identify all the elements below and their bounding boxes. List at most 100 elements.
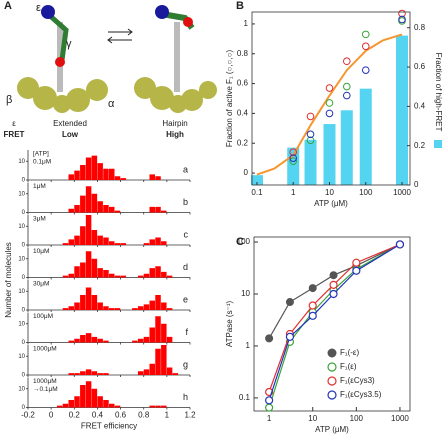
y-tick-label: 0.2 [237,138,249,147]
label: β [6,94,12,106]
y-tick-label: 0 [22,340,26,346]
panel-label: A [4,0,12,12]
marker [289,154,298,162]
label: ε [36,2,41,14]
histogram-bar [155,176,161,180]
histogram-bar [68,208,74,213]
bar [340,110,353,185]
x-tick-label: 0 [49,411,54,420]
histogram-bar [68,340,74,343]
x-tick-label: 0.4 [92,411,104,420]
panel-condition: 10μM [33,248,49,255]
x-tick-label: 0.1 [251,188,263,197]
histogram-bar [80,165,86,180]
histogram-bar [143,336,150,343]
marker [361,30,370,39]
histogram-bar [62,403,69,408]
histogram-bar [74,266,80,278]
marker [285,332,295,341]
histogram-bar [143,369,150,375]
y2-tick-label: 0 [414,180,419,189]
histogram-bar [85,333,92,343]
y-tick-label: 0 [22,243,26,249]
histogram-bar [172,373,179,375]
histogram-bar [74,338,80,343]
histogram-bar [80,295,86,310]
y-tick-label: 10 [18,159,25,165]
histogram-bar [109,241,115,245]
x-tick-label: 1000 [393,188,411,197]
y-tick-label: 1 [244,19,249,28]
x-tick-label: 1000 [391,414,409,423]
series-line [268,243,401,408]
histogram-bar [155,266,161,278]
histogram-bar [68,273,74,278]
plot-frame [253,236,411,412]
histogram-bar [109,206,115,213]
histogram-bar [161,323,167,343]
histogram-bar [74,170,80,180]
y-tick-label: 0.6 [237,79,249,88]
bar [304,139,317,185]
acceptor-dye [183,17,193,27]
bar [323,124,336,185]
x-tick-label: 100 [359,188,373,197]
marker [325,99,334,107]
histogram-bar [74,396,80,408]
marker [329,289,338,299]
y-tick-label: 10 [18,289,25,295]
histogram-bar [80,195,86,213]
panel-label: B [236,0,244,12]
y-tick-label: 10 [18,191,25,197]
histogram-bar [74,205,80,213]
y2-axis-label: Fraction of high-FRET [434,53,443,132]
series-line [268,243,401,401]
y-tick-label: 0 [22,308,26,314]
y-tick-label: 0 [244,168,249,177]
x-tick-label: 100 [350,414,364,423]
y-axis-label: ATPase (s⁻¹) [225,301,234,348]
histogram-bar [97,163,103,180]
x-tick-label: 0.6 [115,411,127,420]
marker [398,9,406,18]
y-tick-label: 10 [18,256,25,262]
panel-label: C [236,236,244,248]
histogram-bar [80,226,86,245]
x-tick-label: 1.2 [184,411,196,420]
plot-frame [251,11,411,186]
marker [352,266,361,275]
panel-condition: 100μM [33,313,53,320]
marker [342,82,351,91]
histogram-bar [85,369,92,375]
histogram-bar [91,258,98,278]
histogram-bar [149,405,155,408]
histogram-bar [80,262,86,278]
y-tick-label: 100 [237,237,251,246]
marker [306,112,315,121]
histogram-bar [74,235,80,245]
histogram-bar [103,237,109,245]
x-tick-label: 0.2 [69,411,81,420]
panel-condition: 1μM [33,183,46,190]
x-axis-label: ATP (μM) [314,199,348,208]
marker [285,298,294,307]
bar [396,35,409,185]
label: ε [12,119,16,128]
marker [398,15,406,24]
y-tick-label: 0 [22,405,26,411]
fit-line [256,33,403,176]
histogram-bar [85,287,92,310]
histogram-bar [85,381,92,408]
histogram-bar [166,275,173,278]
legend-label: F₁(εCys3) [340,376,375,385]
histogram-bar [97,201,103,213]
histogram-bar [143,273,150,278]
marker [306,130,315,139]
histogram-bar [120,243,127,245]
x-tick-label: 10 [308,414,317,423]
marker [352,258,361,267]
panel-condition: →0.1μM [33,386,58,393]
histogram-bar [109,403,115,408]
marker [342,91,351,100]
histogram-bar [80,371,86,375]
